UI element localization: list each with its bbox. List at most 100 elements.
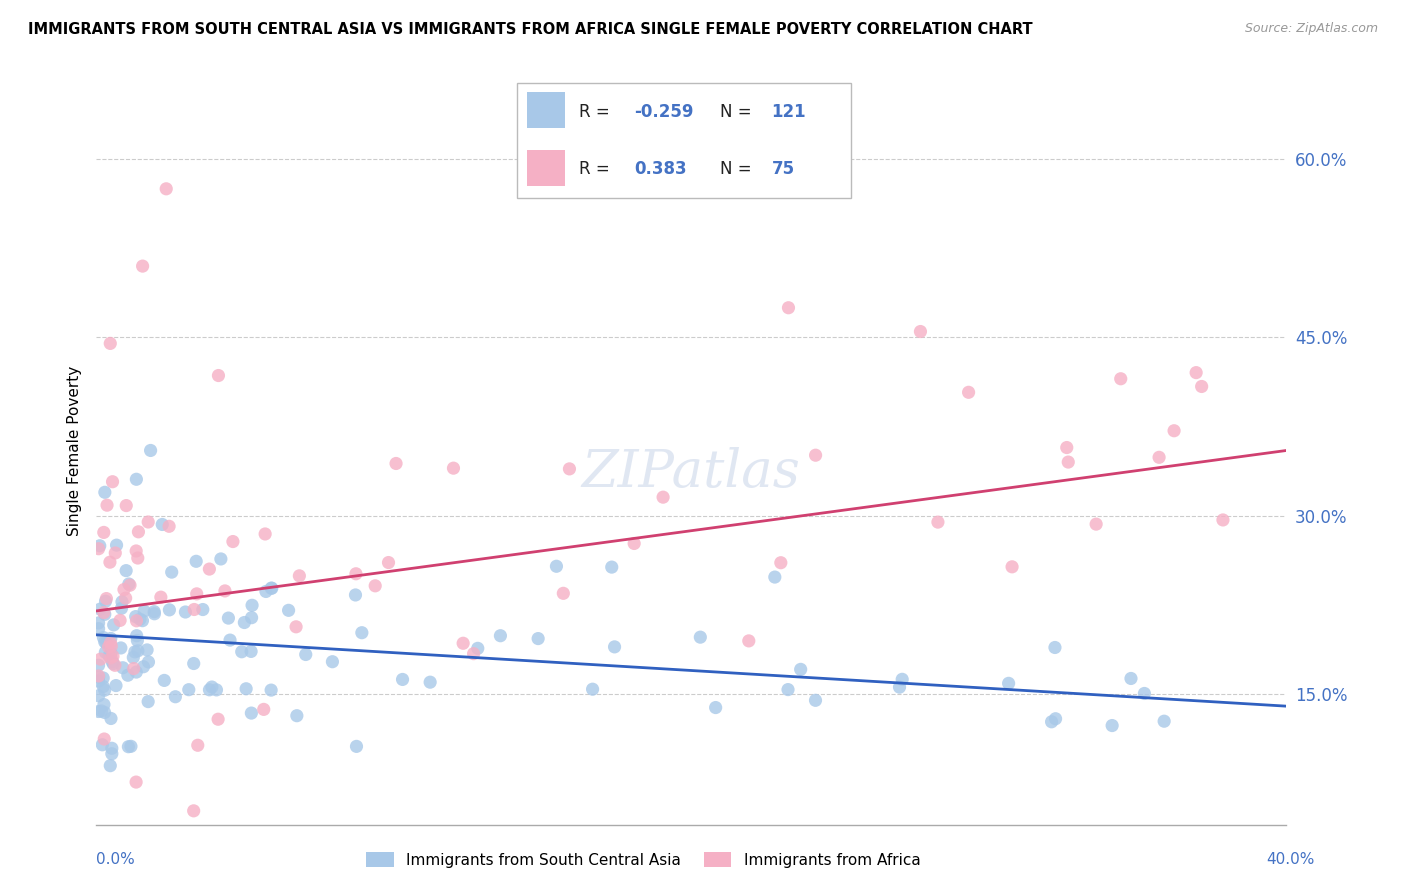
Point bbox=[101, 657, 124, 671]
Text: IMMIGRANTS FROM SOUTH CENTRAL ASIA VS IMMIGRANTS FROM AFRICA SINGLE FEMALE POVER: IMMIGRANTS FROM SOUTH CENTRAL ASIA VS IM… bbox=[28, 22, 1033, 37]
Point bbox=[205, 682, 228, 697]
Text: ZIPatlas: ZIPatlas bbox=[582, 448, 800, 499]
Point bbox=[98, 555, 121, 569]
Point bbox=[689, 630, 711, 644]
Point bbox=[177, 682, 200, 697]
Point bbox=[91, 680, 114, 694]
Point bbox=[134, 604, 156, 618]
Point bbox=[391, 673, 413, 687]
Point bbox=[260, 683, 283, 698]
Point bbox=[769, 556, 792, 570]
Point bbox=[1185, 366, 1208, 380]
Point bbox=[87, 705, 110, 719]
Point bbox=[451, 636, 474, 650]
Point bbox=[1057, 455, 1080, 469]
Point bbox=[100, 646, 122, 660]
Text: N =: N = bbox=[720, 103, 756, 120]
Text: 121: 121 bbox=[772, 103, 806, 120]
Point bbox=[104, 546, 127, 560]
Point bbox=[957, 385, 980, 400]
Point bbox=[240, 644, 263, 658]
Point bbox=[219, 633, 242, 648]
Point bbox=[136, 695, 159, 709]
Point bbox=[131, 614, 153, 628]
Point bbox=[94, 607, 117, 622]
Point bbox=[198, 562, 221, 576]
Point bbox=[260, 581, 283, 595]
Point bbox=[214, 583, 236, 598]
Point bbox=[231, 645, 253, 659]
Point bbox=[207, 712, 229, 726]
Point bbox=[240, 706, 263, 720]
Point bbox=[201, 680, 224, 694]
Point bbox=[183, 602, 205, 616]
Point bbox=[288, 569, 311, 583]
Point bbox=[1085, 517, 1108, 532]
Point bbox=[118, 578, 141, 592]
Point bbox=[183, 657, 205, 671]
FancyBboxPatch shape bbox=[527, 93, 565, 128]
Y-axis label: Single Female Poverty: Single Female Poverty bbox=[66, 366, 82, 535]
Text: Source: ZipAtlas.com: Source: ZipAtlas.com bbox=[1244, 22, 1378, 36]
Point bbox=[240, 599, 263, 613]
Point bbox=[1001, 559, 1024, 574]
Point bbox=[98, 336, 121, 351]
Point bbox=[600, 560, 623, 574]
Point bbox=[101, 649, 124, 664]
Point bbox=[623, 536, 645, 550]
Point bbox=[174, 605, 197, 619]
Point bbox=[350, 625, 373, 640]
Point bbox=[93, 698, 115, 712]
Point bbox=[120, 739, 142, 754]
Point bbox=[111, 595, 134, 609]
Point bbox=[127, 551, 149, 566]
Point bbox=[125, 629, 148, 643]
Point bbox=[87, 669, 110, 683]
Point bbox=[198, 682, 221, 697]
Point bbox=[100, 632, 122, 646]
Point bbox=[285, 708, 308, 723]
Point bbox=[87, 674, 110, 689]
Point bbox=[143, 607, 166, 621]
Point bbox=[110, 640, 132, 655]
Point bbox=[254, 527, 277, 541]
Point bbox=[254, 584, 277, 599]
Point bbox=[157, 603, 180, 617]
Point bbox=[96, 498, 118, 512]
Point bbox=[93, 525, 115, 540]
Point bbox=[1040, 714, 1063, 729]
Point bbox=[377, 556, 399, 570]
Point bbox=[1191, 379, 1213, 393]
Point bbox=[603, 640, 626, 654]
Point bbox=[127, 644, 149, 658]
Point bbox=[90, 704, 112, 718]
Point bbox=[132, 659, 155, 673]
Point bbox=[187, 739, 209, 753]
Point bbox=[131, 259, 153, 273]
Point bbox=[1212, 513, 1234, 527]
Point bbox=[117, 668, 139, 682]
Point bbox=[98, 758, 121, 772]
Point bbox=[1133, 686, 1156, 700]
Point bbox=[558, 462, 581, 476]
Point bbox=[93, 635, 115, 649]
Text: 0.383: 0.383 bbox=[634, 161, 686, 178]
Point bbox=[96, 636, 118, 650]
Point bbox=[160, 565, 183, 579]
Point bbox=[94, 594, 117, 608]
Point bbox=[124, 645, 146, 659]
Point bbox=[1109, 372, 1132, 386]
Point bbox=[89, 602, 111, 616]
Point bbox=[738, 633, 761, 648]
Point bbox=[997, 676, 1019, 690]
Point bbox=[87, 670, 110, 684]
Point bbox=[100, 640, 122, 654]
Point bbox=[138, 655, 160, 669]
Point bbox=[804, 693, 827, 707]
Point bbox=[93, 731, 115, 746]
Point bbox=[463, 647, 485, 661]
Point bbox=[186, 587, 208, 601]
Point bbox=[101, 741, 124, 756]
Point bbox=[93, 606, 115, 620]
Point bbox=[93, 631, 115, 645]
